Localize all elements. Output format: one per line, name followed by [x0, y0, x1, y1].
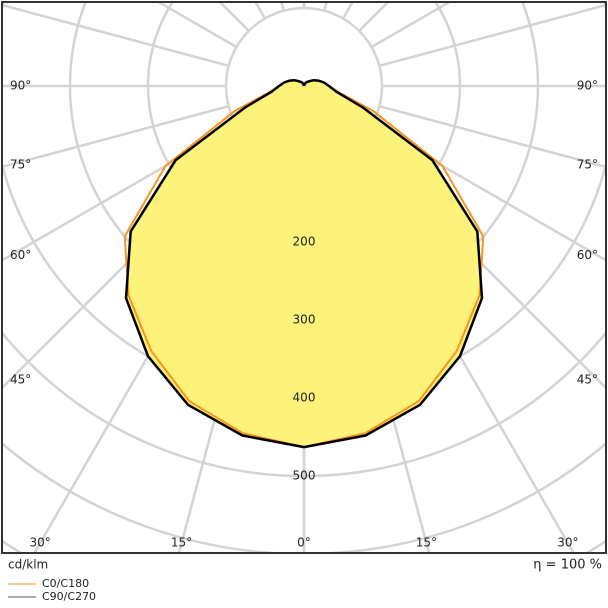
angle-label: 75°: [10, 157, 31, 171]
series-fill: [126, 80, 304, 448]
unit-label: cd/klm: [8, 558, 48, 572]
legend-label: C0/C180: [42, 577, 89, 590]
series-line: [124, 78, 306, 449]
angle-label: 15°: [416, 536, 437, 550]
angle-label: 90°: [10, 79, 31, 93]
angle-label: 0°: [297, 536, 311, 550]
angle-label: 15°: [171, 536, 192, 550]
angle-label: 75°: [577, 157, 598, 171]
angle-label: 30°: [30, 536, 51, 550]
grid-spoke: [379, 3, 606, 68]
series-line: [302, 78, 484, 449]
efficiency-label: η = 100 %: [533, 558, 602, 573]
angle-label: 30°: [557, 536, 578, 550]
grid-spoke: [2, 3, 229, 68]
legend-label: C90/C270: [42, 590, 96, 603]
r-tick-label: 500: [293, 469, 316, 483]
series-fill: [304, 80, 482, 448]
angle-label: 45°: [577, 373, 598, 387]
grid-spoke: [370, 2, 452, 49]
angle-label: 60°: [577, 248, 598, 262]
frame: [1, 1, 607, 554]
r-tick-label: 400: [293, 391, 316, 405]
grid-spoke: [156, 2, 238, 49]
r-tick-label: 300: [293, 313, 316, 327]
angle-label: 90°: [577, 79, 598, 93]
angle-label: 60°: [10, 248, 31, 262]
angle-label: 45°: [10, 373, 31, 387]
r-tick-label: 200: [293, 235, 316, 249]
